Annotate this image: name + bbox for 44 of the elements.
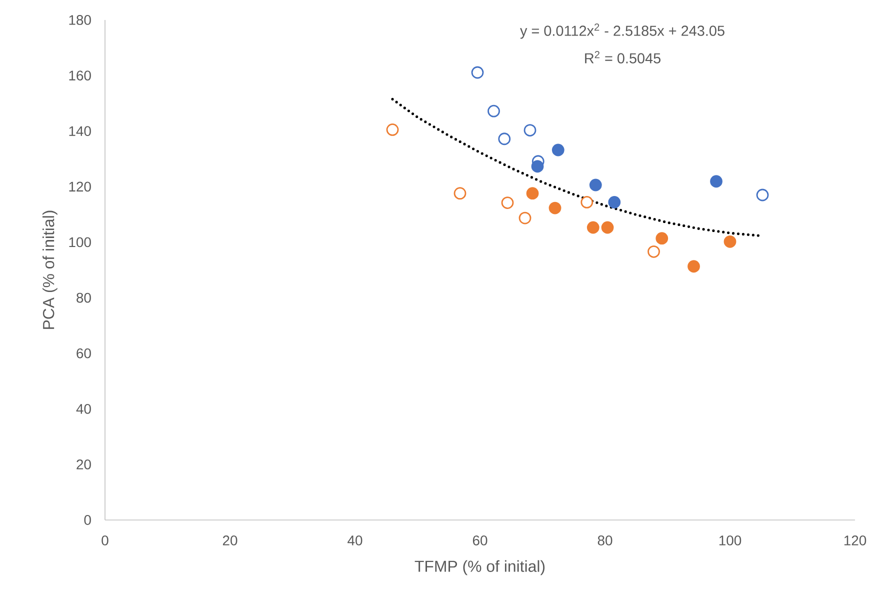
point [531, 160, 544, 173]
point [548, 202, 562, 214]
x-tick-label: 120 [844, 536, 866, 546]
x-tick-label: 0 [102, 536, 108, 546]
point [488, 104, 500, 118]
point [648, 245, 660, 258]
point [601, 221, 614, 234]
point [524, 124, 536, 136]
y-tick-label: 0 [84, 515, 91, 525]
annotation: R$^{2}$ = 0.5045 [585, 51, 660, 64]
annotation: y = 0.0112x$^{2}$ - 2.5185x + 243.05 [520, 24, 724, 39]
y-tick-label: 120 [69, 182, 91, 192]
x-tick-label: 80 [598, 536, 612, 546]
x-tick-label: 40 [348, 536, 362, 546]
x-tick-label: 60 [472, 536, 488, 546]
point [386, 124, 399, 136]
point [498, 132, 511, 146]
point [589, 178, 602, 192]
point [526, 187, 539, 200]
point [580, 196, 594, 208]
point [586, 221, 600, 234]
point [454, 187, 466, 200]
y-tick-label: 160 [69, 70, 91, 80]
x-tick-label: 100 [719, 536, 742, 546]
x-tick-label: 20 [222, 536, 238, 546]
point [710, 175, 722, 188]
point [501, 196, 514, 209]
y-tick-label: 20 [76, 459, 91, 470]
point [552, 144, 564, 156]
point [756, 188, 769, 202]
point [518, 212, 532, 224]
y-tick-label: 60 [76, 348, 91, 358]
y-axis-title: PCA (% of initial) [42, 210, 58, 329]
x-axis-title: TFMP (% of initial) [414, 560, 545, 576]
point [656, 232, 668, 245]
point [471, 66, 484, 79]
point [724, 235, 736, 248]
y-tick-label: 180 [69, 15, 91, 25]
point [608, 196, 621, 208]
y-tick-label: 80 [76, 292, 91, 303]
y-tick-label: 140 [69, 126, 91, 136]
y-tick-label: 40 [76, 404, 91, 414]
point [688, 260, 700, 273]
y-tick-label: 100 [69, 237, 91, 248]
